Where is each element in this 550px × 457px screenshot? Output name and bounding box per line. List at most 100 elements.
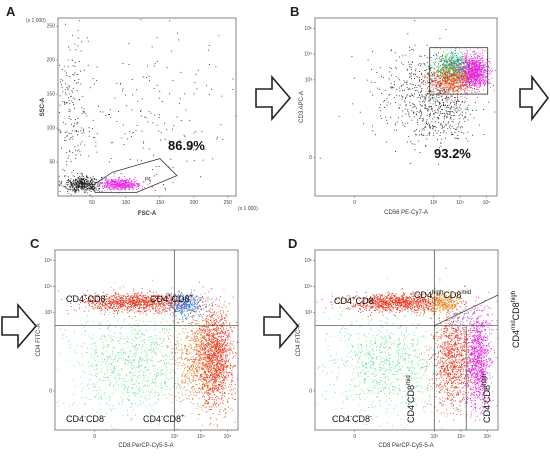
- scatter-point: [481, 77, 482, 79]
- scatter-point: [451, 63, 453, 65]
- scatter-point: [85, 182, 87, 184]
- scatter-point: [425, 126, 427, 128]
- scatter-point: [163, 304, 165, 305]
- scatter-point: [445, 60, 447, 62]
- scatter-point: [480, 62, 482, 64]
- scatter-point: [474, 76, 476, 78]
- scatter-point: [442, 125, 443, 127]
- scatter-point: [113, 181, 114, 182]
- scatter-point: [109, 109, 111, 111]
- scatter-point: [156, 305, 157, 307]
- gate-rectangle: [429, 47, 489, 95]
- scatter-point: [131, 79, 133, 80]
- scatter-point: [111, 185, 113, 187]
- scatter-point: [465, 82, 467, 83]
- scatter-point: [451, 80, 453, 82]
- scatter-point: [451, 51, 452, 53]
- scatter-point: [475, 57, 476, 59]
- scatter-point: [431, 81, 433, 83]
- scatter-point: [148, 178, 150, 180]
- scatter-point: [425, 145, 427, 146]
- scatter-point: [82, 186, 84, 188]
- scatter-point: [80, 180, 82, 182]
- scatter-point: [461, 58, 463, 60]
- scatter-point: [113, 183, 115, 185]
- scatter-point: [466, 49, 468, 51]
- scatter-point: [442, 86, 444, 88]
- scatter-point: [446, 113, 448, 115]
- scatter-point: [449, 68, 451, 69]
- scatter-point: [462, 56, 464, 57]
- scatter-point: [471, 90, 473, 91]
- scatter-point: [446, 101, 448, 103]
- scatter-point: [473, 81, 475, 83]
- scatter-point: [401, 98, 403, 100]
- scatter-point: [444, 76, 446, 78]
- scatter-point: [419, 110, 421, 112]
- scatter-point: [69, 86, 70, 88]
- scatter-point: [446, 116, 447, 118]
- scatter-point: [442, 54, 443, 56]
- scatter-point: [452, 121, 454, 123]
- scatter-point: [71, 172, 73, 174]
- scatter-point: [91, 186, 93, 188]
- scatter-point: [114, 97, 116, 99]
- scatter-point: [73, 74, 75, 76]
- scatter-point: [432, 94, 434, 96]
- scatter-point: [437, 75, 439, 77]
- scatter-point: [457, 82, 459, 83]
- scatter-point: [446, 106, 448, 108]
- scatter-point: [66, 131, 68, 133]
- scatter-point: [457, 135, 459, 136]
- scatter-point: [459, 78, 461, 80]
- scatter-point: [80, 181, 82, 183]
- scatter-point: [446, 65, 447, 67]
- scatter-point: [494, 111, 496, 113]
- scatter-point: [461, 63, 462, 65]
- scatter-point: [199, 305, 201, 307]
- scatter-point: [432, 110, 434, 112]
- scatter-point: [127, 184, 128, 186]
- scatter-point: [427, 109, 429, 111]
- scatter-point: [476, 72, 477, 74]
- scatter-point: [459, 74, 461, 76]
- scatter-point: [115, 184, 117, 186]
- scatter-point: [106, 177, 107, 179]
- scatter-point: [120, 188, 122, 190]
- scatter-point: [212, 301, 214, 303]
- scatter-point: [480, 74, 481, 76]
- scatter-point: [443, 71, 445, 73]
- scatter-point: [467, 69, 469, 70]
- scatter-point: [483, 70, 485, 72]
- scatter-point: [467, 109, 469, 111]
- scatter-point: [438, 52, 439, 54]
- scatter-point: [483, 109, 484, 110]
- scatter-point: [73, 182, 75, 183]
- scatter-point: [131, 185, 133, 187]
- scatter-point: [95, 145, 97, 147]
- scatter-point: [472, 61, 474, 63]
- scatter-point: [127, 306, 129, 307]
- scatter-point: [420, 117, 422, 119]
- scatter-point: [419, 152, 421, 153]
- scatter-point: [465, 88, 466, 90]
- scatter-point: [449, 81, 450, 83]
- scatter-point: [450, 116, 452, 118]
- scatter-point: [192, 311, 194, 312]
- scatter-point: [414, 73, 416, 75]
- scatter-point: [474, 62, 476, 64]
- scatter-point: [426, 69, 427, 70]
- scatter-point: [447, 70, 449, 72]
- scatter-point: [86, 189, 88, 191]
- scatter-point: [126, 186, 128, 188]
- scatter-point: [456, 72, 458, 74]
- scatter-point: [117, 297, 119, 299]
- scatter-point: [460, 66, 462, 68]
- scatter-point: [450, 60, 452, 62]
- scatter-point: [74, 192, 76, 194]
- scatter-point: [80, 70, 81, 72]
- scatter-point: [120, 183, 122, 185]
- scatter-point: [459, 66, 461, 67]
- scatter-point: [438, 66, 440, 68]
- scatter-point: [430, 126, 431, 128]
